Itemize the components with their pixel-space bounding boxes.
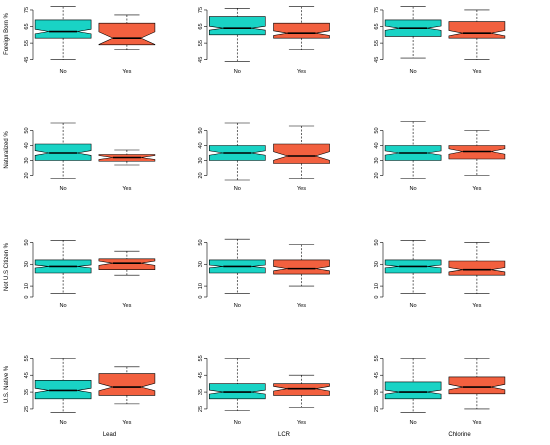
x-tick-label: Yes	[297, 303, 306, 309]
box-no	[208, 16, 266, 36]
y-tick-label: 55	[198, 40, 204, 46]
x-tick-label: Yes	[472, 420, 481, 426]
x-tick-label: Yes	[472, 186, 481, 192]
x-tick-label: Yes	[472, 69, 481, 75]
x-tick-label: Yes	[297, 69, 306, 75]
y-tick-label: 55	[24, 40, 30, 46]
y-tick-label: 25	[374, 406, 380, 412]
box-yes	[273, 22, 330, 39]
y-tick-label: 50	[374, 127, 380, 133]
x-tick-label: No	[60, 303, 67, 309]
y-tick-label: 65	[24, 23, 30, 29]
y-tick-label: 45	[198, 57, 204, 63]
x-tick-label: Yes	[122, 69, 131, 75]
y-tick-label: 20	[198, 172, 204, 178]
y-tick-label: 45	[24, 372, 30, 378]
x-tick-label: Yes	[122, 186, 131, 192]
x-tick-label: No	[410, 69, 417, 75]
y-tick-label: 0	[198, 295, 204, 298]
x-tick-label: No	[410, 420, 417, 426]
box-yes	[448, 21, 506, 39]
box-yes	[448, 260, 506, 276]
y-tick-label: 55	[24, 355, 30, 361]
box-yes	[98, 22, 156, 46]
x-tick-label: No	[234, 420, 241, 426]
y-tick-label: 50	[374, 239, 380, 245]
y-tick-label: 55	[198, 355, 204, 361]
y-tick-label: 75	[374, 7, 380, 13]
y-tick-label: 25	[24, 406, 30, 412]
y-tick-label: 30	[24, 157, 30, 163]
x-tick-label: Yes	[122, 303, 131, 309]
y-tick-label: 75	[24, 7, 30, 13]
x-tick-label: No	[234, 303, 241, 309]
y-tick-label: 50	[198, 127, 204, 133]
y-tick-label: 10	[24, 283, 30, 289]
x-tick-label: No	[60, 186, 67, 192]
box-no	[384, 381, 442, 400]
x-tick-label: Yes	[122, 420, 131, 426]
box-yes	[98, 258, 156, 271]
y-tick-label: 75	[198, 7, 204, 13]
y-tick-label: 35	[374, 389, 380, 395]
y-axis-label: Not U.S Citizen %	[4, 242, 10, 291]
y-tick-label: 35	[198, 389, 204, 395]
column-title: Chlorine	[448, 432, 471, 438]
box-no	[34, 19, 92, 39]
x-tick-label: Yes	[297, 186, 306, 192]
box-yes	[98, 373, 156, 396]
y-tick-label: 45	[24, 57, 30, 63]
box-yes	[448, 376, 506, 395]
y-axis-label: U.S. Native %	[4, 365, 10, 403]
x-tick-label: Yes	[472, 303, 481, 309]
y-axis-label: Naturalized %	[4, 131, 10, 169]
y-tick-label: 20	[24, 172, 30, 178]
y-tick-label: 45	[198, 372, 204, 378]
y-tick-label: 10	[198, 283, 204, 289]
y-tick-label: 0	[374, 295, 380, 298]
y-tick-label: 55	[374, 40, 380, 46]
y-tick-label: 50	[24, 239, 30, 245]
y-tick-label: 20	[374, 172, 380, 178]
y-tick-label: 40	[374, 142, 380, 148]
box-no	[208, 383, 266, 400]
x-tick-label: No	[410, 186, 417, 192]
y-tick-label: 30	[374, 261, 380, 267]
y-tick-label: 55	[374, 355, 380, 361]
box-no	[34, 379, 92, 400]
x-tick-label: No	[234, 69, 241, 75]
y-tick-label: 0	[24, 295, 30, 298]
box-yes	[273, 383, 330, 396]
y-tick-label: 40	[198, 142, 204, 148]
y-tick-label: 30	[24, 261, 30, 267]
box-yes	[273, 259, 330, 275]
y-tick-label: 30	[374, 157, 380, 163]
y-tick-label: 65	[198, 23, 204, 29]
y-tick-label: 30	[198, 157, 204, 163]
y-tick-label: 30	[198, 261, 204, 267]
y-tick-label: 45	[374, 57, 380, 63]
x-tick-label: No	[60, 420, 67, 426]
y-tick-label: 40	[24, 142, 30, 148]
x-tick-label: Yes	[297, 420, 306, 426]
y-tick-label: 65	[374, 23, 380, 29]
column-title: LCR	[278, 432, 291, 438]
y-tick-label: 35	[24, 389, 30, 395]
y-tick-label: 10	[374, 283, 380, 289]
y-tick-label: 25	[198, 406, 204, 412]
y-tick-label: 50	[24, 127, 30, 133]
y-tick-label: 45	[374, 372, 380, 378]
x-tick-label: No	[410, 303, 417, 309]
box-yes	[273, 143, 330, 164]
column-title: Lead	[103, 432, 116, 438]
x-tick-label: No	[60, 69, 67, 75]
y-tick-label: 50	[198, 239, 204, 245]
x-tick-label: No	[234, 186, 241, 192]
y-axis-label: Foreign Born %	[4, 12, 10, 54]
